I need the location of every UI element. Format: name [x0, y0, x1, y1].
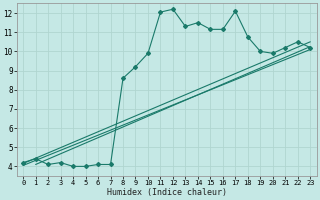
X-axis label: Humidex (Indice chaleur): Humidex (Indice chaleur) [107, 188, 227, 197]
